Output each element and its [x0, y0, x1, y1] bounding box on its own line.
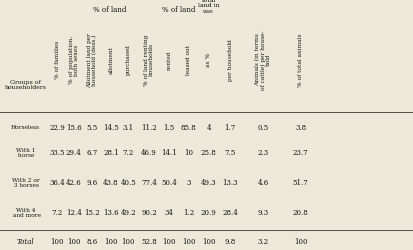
Text: With 2 or
 3 horses: With 2 or 3 horses — [12, 178, 40, 188]
Text: 3.2: 3.2 — [257, 238, 268, 246]
Text: 13.3: 13.3 — [222, 179, 237, 187]
Text: 43.8: 43.8 — [103, 179, 119, 187]
Text: 51.7: 51.7 — [292, 179, 308, 187]
Text: 50.4: 50.4 — [161, 179, 176, 187]
Text: Horseless: Horseless — [11, 125, 40, 130]
Text: 0.5: 0.5 — [257, 124, 268, 132]
Text: Total: Total — [17, 238, 34, 246]
Text: 9.6: 9.6 — [86, 179, 97, 187]
Text: 23.7: 23.7 — [292, 149, 308, 157]
Text: 85.8: 85.8 — [180, 124, 196, 132]
Text: Total
land in
use: Total land in use — [197, 0, 219, 14]
Text: 29.4: 29.4 — [66, 149, 81, 157]
Text: per household: per household — [227, 39, 232, 81]
Text: Allotment land per
household (dess.): Allotment land per household (dess.) — [87, 32, 97, 88]
Text: leased out: leased out — [186, 45, 191, 75]
Text: 34: 34 — [164, 209, 173, 217]
Text: 33.5: 33.5 — [49, 149, 65, 157]
Text: % of land: % of land — [162, 6, 195, 14]
Text: 4.6: 4.6 — [257, 179, 268, 187]
Text: rented: rented — [166, 50, 171, 70]
Text: 2.3: 2.3 — [257, 149, 268, 157]
Text: 20.8: 20.8 — [292, 209, 308, 217]
Text: 1.5: 1.5 — [163, 124, 174, 132]
Text: 3.1: 3.1 — [123, 124, 133, 132]
Text: 5.5: 5.5 — [86, 124, 97, 132]
Text: 3: 3 — [186, 179, 190, 187]
Text: 4: 4 — [206, 124, 210, 132]
Text: 77.4: 77.4 — [141, 179, 157, 187]
Text: % of families: % of families — [55, 41, 59, 79]
Text: 100: 100 — [67, 238, 80, 246]
Text: % of population,
both sexes: % of population, both sexes — [69, 36, 78, 84]
Text: 42.6: 42.6 — [66, 179, 81, 187]
Text: 100: 100 — [162, 238, 175, 246]
Text: 40.5: 40.5 — [120, 179, 136, 187]
Text: 100: 100 — [50, 238, 64, 246]
Text: 11.2: 11.2 — [141, 124, 157, 132]
Text: 100: 100 — [182, 238, 195, 246]
Text: % of land: % of land — [93, 6, 126, 14]
Text: Groups of
householders: Groups of householders — [5, 80, 47, 90]
Text: 13.6: 13.6 — [103, 209, 119, 217]
Text: 1.7: 1.7 — [224, 124, 235, 132]
Text: 15.6: 15.6 — [66, 124, 81, 132]
Text: allotment: allotment — [108, 46, 113, 74]
Text: % of land renting
households: % of land renting households — [144, 34, 154, 86]
Text: With 4
 and more: With 4 and more — [11, 208, 40, 218]
Text: 1.2: 1.2 — [183, 209, 194, 217]
Text: 6.7: 6.7 — [86, 149, 97, 157]
Text: 52.8: 52.8 — [141, 238, 157, 246]
Text: 100: 100 — [293, 238, 306, 246]
Text: With 1
 horse: With 1 horse — [16, 148, 36, 158]
Text: 14.5: 14.5 — [103, 124, 119, 132]
Text: Animals (in terms
of cattle) per house-
hold: Animals (in terms of cattle) per house- … — [255, 30, 271, 90]
Text: 46.9: 46.9 — [141, 149, 157, 157]
Text: 14.1: 14.1 — [161, 149, 176, 157]
Text: 100: 100 — [202, 238, 215, 246]
Text: 28.1: 28.1 — [103, 149, 119, 157]
Text: 49.3: 49.3 — [200, 179, 216, 187]
Text: 7.2: 7.2 — [122, 149, 134, 157]
Text: 25.8: 25.8 — [200, 149, 216, 157]
Text: 12.4: 12.4 — [66, 209, 81, 217]
Text: 100: 100 — [121, 238, 135, 246]
Text: 90.2: 90.2 — [141, 209, 157, 217]
Text: 7.5: 7.5 — [224, 149, 235, 157]
Text: 10: 10 — [184, 149, 193, 157]
Text: 15.2: 15.2 — [84, 209, 100, 217]
Text: 7.2: 7.2 — [51, 209, 63, 217]
Text: 9.8: 9.8 — [224, 238, 235, 246]
Text: 28.4: 28.4 — [222, 209, 237, 217]
Text: % of total animals: % of total animals — [297, 33, 302, 87]
Text: as %: as % — [206, 53, 211, 67]
Text: 20.9: 20.9 — [200, 209, 216, 217]
Text: 22.9: 22.9 — [49, 124, 65, 132]
Text: 8.6: 8.6 — [86, 238, 97, 246]
Text: purchased: purchased — [126, 44, 131, 76]
Text: 9.3: 9.3 — [257, 209, 268, 217]
Text: 3.8: 3.8 — [294, 124, 305, 132]
Text: 49.2: 49.2 — [120, 209, 136, 217]
Text: 36.4: 36.4 — [49, 179, 65, 187]
Text: 100: 100 — [104, 238, 117, 246]
